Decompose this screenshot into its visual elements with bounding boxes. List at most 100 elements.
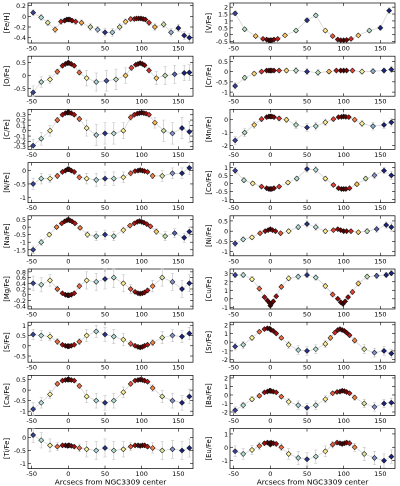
panel-frame xyxy=(27,268,194,310)
data-point xyxy=(127,286,134,292)
x-tick-label: 0 xyxy=(66,470,70,478)
data-point xyxy=(315,69,321,76)
y-tick-label: 0.2 xyxy=(16,287,26,294)
data-point xyxy=(120,174,127,181)
y-tick-label: -0.5 xyxy=(216,79,228,86)
x-tick-label: 100 xyxy=(135,311,147,319)
data-point xyxy=(127,222,133,229)
panel-10: -0.4-0.200.20.40.60.8-50 0 50 100 150[Mg/Fe] xyxy=(3,268,194,319)
y-tick-label: 0.2 xyxy=(16,118,26,125)
data-point xyxy=(295,224,302,230)
data-point xyxy=(103,77,110,84)
data-point xyxy=(143,221,150,227)
data-point xyxy=(149,283,156,290)
y-axis-label: [O/Fe] xyxy=(3,66,11,87)
data-point xyxy=(295,347,302,353)
x-tick-label: 150 xyxy=(172,204,184,212)
x-tick-label: 50 xyxy=(101,364,109,372)
data-point xyxy=(186,330,193,337)
y-tick-label: 1 xyxy=(224,288,228,295)
x-tick-label: 50 xyxy=(303,257,311,265)
data-point xyxy=(240,402,247,409)
data-point xyxy=(312,123,319,130)
y-tick-label: -1 xyxy=(222,401,228,408)
x-tick-label: 150 xyxy=(374,204,386,212)
data-point xyxy=(388,172,395,179)
data-point xyxy=(146,111,152,118)
x-tick-label: -50 xyxy=(26,257,37,265)
x-tick-label: 50 xyxy=(101,417,109,425)
data-point xyxy=(151,24,158,30)
data-point xyxy=(76,283,83,290)
data-point xyxy=(295,273,302,280)
y-axis-label: [N/Fe] xyxy=(3,172,11,193)
data-point xyxy=(142,16,149,23)
data-point xyxy=(47,391,53,398)
x-tick-label: 150 xyxy=(172,364,184,372)
data-point xyxy=(76,338,83,345)
data-point xyxy=(181,70,188,76)
data-point xyxy=(304,68,310,75)
x-tick-label: -50 xyxy=(26,98,37,106)
data-point xyxy=(304,17,310,24)
y-tick-label: 1 xyxy=(224,18,228,25)
x-tick-label: 0 xyxy=(66,98,70,106)
y-tick-label: -0.5 xyxy=(14,232,26,239)
data-point xyxy=(349,289,356,295)
panel-4: -0.3-0.2-0.100.10.20.3-50 0 50 100 150[C/Fe] xyxy=(3,109,194,159)
x-tick-label: 100 xyxy=(337,151,349,159)
x-tick-label: -50 xyxy=(26,364,37,372)
y-tick-label: 2 xyxy=(224,322,228,329)
data-point xyxy=(38,79,45,85)
data-point xyxy=(361,451,368,457)
data-point xyxy=(83,393,90,400)
y-tick-label: 3 xyxy=(224,271,228,278)
data-point xyxy=(293,121,299,128)
data-point xyxy=(179,170,185,177)
y-tick-label: 0.6 xyxy=(16,275,26,282)
data-point xyxy=(240,341,247,348)
data-point xyxy=(232,167,239,174)
data-point xyxy=(351,444,358,451)
data-point xyxy=(361,400,368,407)
panel-frame xyxy=(229,321,396,363)
data-point xyxy=(377,24,384,31)
data-point xyxy=(343,228,350,235)
data-point xyxy=(322,283,329,289)
data-point xyxy=(271,67,277,74)
data-point xyxy=(84,231,91,238)
data-point xyxy=(149,339,156,346)
data-point xyxy=(113,76,119,83)
data-point xyxy=(348,35,354,42)
data-point xyxy=(256,285,263,292)
data-point xyxy=(331,329,338,336)
data-point xyxy=(171,230,178,237)
x-tick-label: 0 xyxy=(66,45,70,53)
data-point xyxy=(362,175,369,182)
x-tick-label: 150 xyxy=(172,98,184,106)
data-point xyxy=(54,380,61,387)
panel-frame xyxy=(27,109,194,150)
data-point xyxy=(93,278,100,285)
data-point xyxy=(241,74,248,81)
x-tick-label: -50 xyxy=(228,98,239,106)
x-tick-label: 100 xyxy=(135,257,147,265)
data-point xyxy=(83,446,90,453)
data-point xyxy=(71,443,78,450)
x-tick-label: 100 xyxy=(337,204,349,212)
x-tick-label: 0 xyxy=(66,311,70,319)
data-point xyxy=(276,67,283,74)
x-tick-label: -50 xyxy=(228,45,239,53)
y-axis-label: [S/Fe] xyxy=(3,332,11,352)
data-point xyxy=(53,224,60,231)
data-point xyxy=(72,220,78,227)
data-point xyxy=(38,399,45,406)
y-axis-label: [Ba/Fe] xyxy=(205,383,213,407)
y-axis-label: [Co/Fe] xyxy=(205,170,213,195)
data-point xyxy=(351,337,358,344)
data-point xyxy=(383,272,390,278)
data-point xyxy=(258,116,265,122)
x-tick-label: 0 xyxy=(268,45,272,53)
y-tick-label: 0 xyxy=(224,32,228,39)
x-tick-label: 150 xyxy=(172,417,184,425)
